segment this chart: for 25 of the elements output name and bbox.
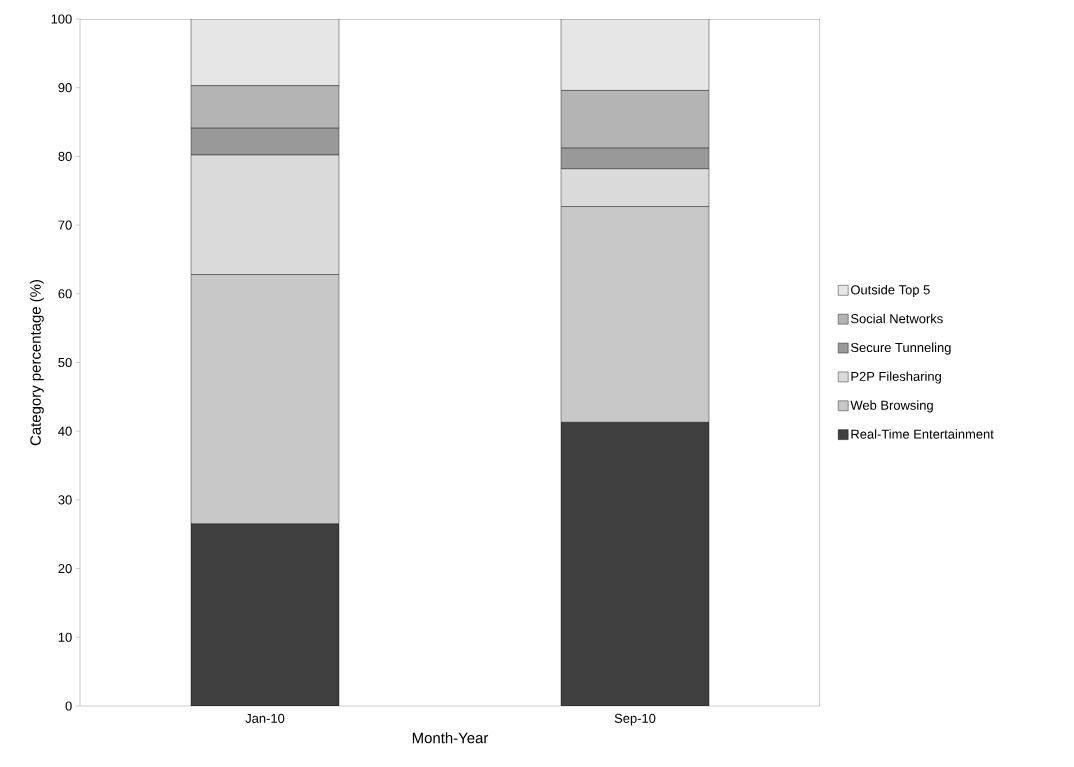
y-tick-label: 60 xyxy=(58,289,72,299)
y-tick-label: 70 xyxy=(58,220,72,230)
legend-label: Social Networks xyxy=(850,313,943,324)
y-tick-label: 40 xyxy=(58,426,72,436)
y-tick-label: 90 xyxy=(58,83,72,93)
legend-label: Web Browsing xyxy=(850,400,933,413)
legend-label: Secure Tunneling xyxy=(850,342,951,355)
y-tick-label: 30 xyxy=(58,495,72,505)
y-tick-label: 20 xyxy=(58,563,72,574)
x-tick-label: Sep-10 xyxy=(614,713,656,726)
legend-label: P2P Filesharing xyxy=(851,371,941,384)
y-tick-label: 100 xyxy=(51,14,72,24)
bar xyxy=(190,18,340,86)
x-tick-label: Jan-10 xyxy=(245,713,285,723)
y-tick-label: 10 xyxy=(58,632,72,642)
y-tick-label: 50 xyxy=(58,357,72,368)
y-axis-title: Category percentage (%) xyxy=(29,279,44,446)
legend-label: Real-Time Entertainment xyxy=(851,429,994,439)
bar xyxy=(560,18,710,91)
y-tick-label: 0 xyxy=(65,701,72,711)
y-tick-label: 80 xyxy=(58,151,72,161)
x-axis-title: Month-Year xyxy=(412,732,489,744)
bar xyxy=(560,422,710,706)
legend-label: Outside Top 5 xyxy=(851,284,930,297)
bar xyxy=(190,523,340,706)
